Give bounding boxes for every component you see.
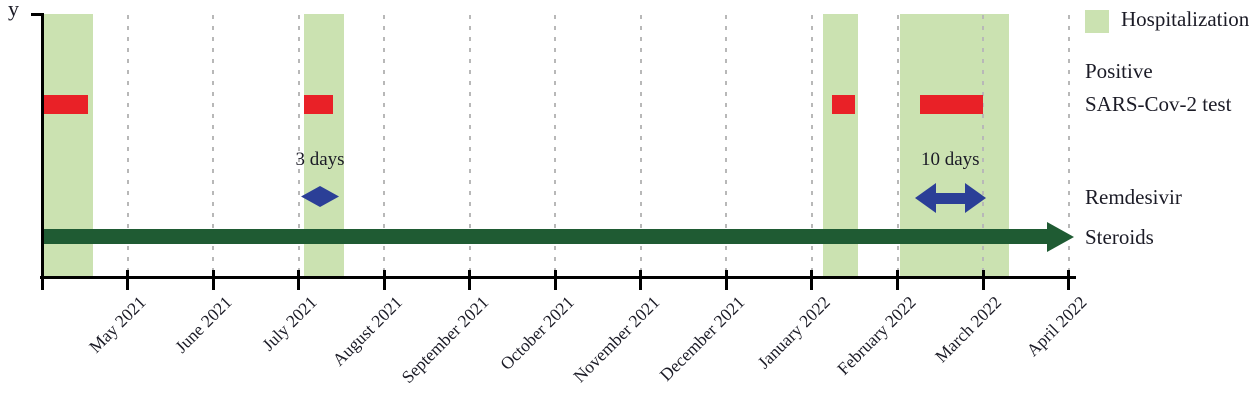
month-gridline [383, 15, 386, 273]
y-axis-top-cap [31, 13, 43, 16]
positive-test-bar [42, 95, 88, 114]
month-gridline [554, 15, 557, 273]
x-tick-label: April 2022 [1022, 292, 1091, 361]
double-arrow-left-head [914, 183, 936, 213]
month-gridline [1067, 15, 1070, 273]
positive-test-bar [920, 95, 984, 114]
x-tick-label: January 2022 [753, 292, 835, 373]
double-arrow-right-head [964, 183, 986, 213]
month-gridline [468, 15, 471, 273]
month-gridline [639, 15, 642, 273]
x-tick-label: May 2021 [85, 292, 150, 357]
x-axis-tick [639, 270, 643, 290]
y-axis-line [41, 13, 44, 290]
x-axis-tick [810, 270, 814, 290]
x-axis-tick [553, 270, 557, 290]
x-tick-label: December 2021 [655, 292, 749, 385]
x-axis-tick [297, 270, 301, 290]
x-axis-tick [724, 270, 728, 290]
month-gridline [896, 15, 899, 273]
x-tick-label: September 2021 [396, 292, 492, 387]
legend-remdesivir-label: Remdesivir [1085, 185, 1182, 209]
month-gridline [725, 15, 728, 273]
x-axis-tick [1067, 270, 1071, 290]
x-axis-tick [981, 270, 985, 290]
x-tick-label: July 2021 [258, 292, 321, 355]
remdesivir-double-arrow [914, 183, 986, 213]
legend-positive-test-label-line1: Positive [1085, 59, 1153, 83]
positive-test-bar [831, 95, 855, 114]
x-tick-label: June 2021 [170, 292, 236, 357]
x-axis-tick [382, 270, 386, 290]
legend-positive-test-label-line2: SARS-Cov-2 test [1085, 92, 1232, 116]
steroids-arrow-head [1047, 222, 1075, 252]
double-arrow-shaft [935, 192, 965, 204]
steroids-arrow-shaft [42, 229, 1048, 244]
x-axis-line [40, 276, 1076, 279]
x-tick-label: October 2021 [495, 292, 578, 374]
x-tick-label: February 2022 [832, 292, 920, 379]
remdesivir-duration-label: 10 days [920, 149, 980, 170]
x-axis-tick [468, 270, 472, 290]
month-gridline [297, 15, 300, 273]
legend-steroids-label: Steroids [1085, 225, 1154, 249]
remdesivir-duration-label: 3 days [295, 149, 345, 170]
x-axis-tick [126, 270, 130, 290]
legend-hospitalization-label: Hospitalization [1121, 7, 1250, 31]
x-tick-label: August 2021 [328, 292, 407, 370]
x-tick-label: March 2022 [930, 292, 1006, 367]
x-axis-tick [40, 270, 44, 290]
y-axis-label: y [8, 0, 19, 21]
x-tick-label: November 2021 [568, 292, 664, 387]
hospitalization-legend-swatch [1085, 10, 1109, 33]
remdesivir-diamond-marker [301, 186, 340, 207]
x-axis-tick [211, 270, 215, 290]
month-gridline [212, 15, 215, 273]
positive-test-bar [304, 95, 333, 114]
x-axis-tick [896, 270, 899, 290]
month-gridline [126, 15, 129, 273]
month-gridline [982, 15, 985, 273]
month-gridline [810, 15, 813, 273]
